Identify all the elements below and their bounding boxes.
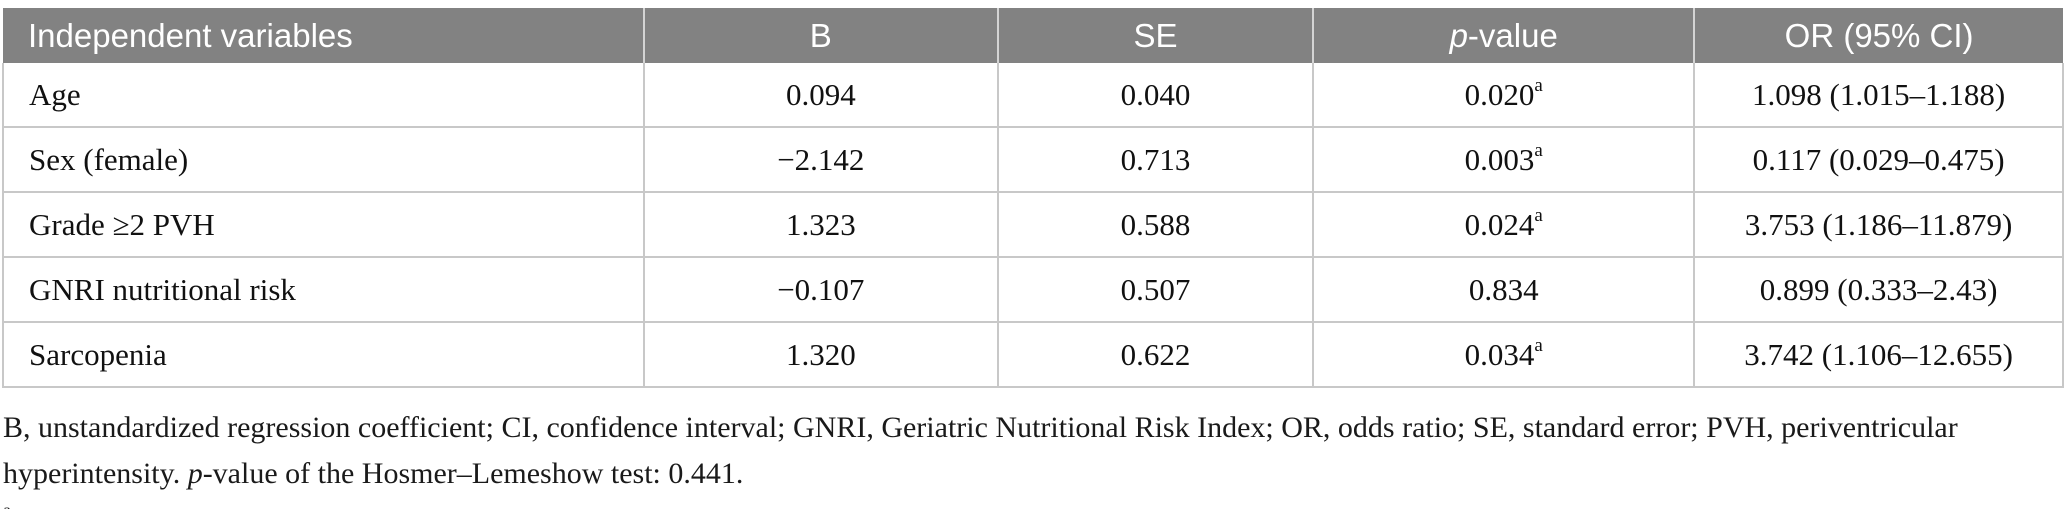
significance-threshold-text: < 0.05. — [26, 503, 118, 509]
hosmer-lemeshow-text: -value of the Hosmer–Lemeshow test: 0.44… — [202, 457, 744, 490]
cell-or-ci: 0.117 (0.029–0.475) — [1693, 127, 2064, 193]
cell-se: 0.507 — [996, 257, 1315, 323]
header-p-italic: p — [1449, 16, 1468, 54]
header-or-ci: OR (95% CI) — [1693, 8, 2063, 63]
header-p-value: p-value — [1312, 8, 1695, 63]
significance-superscript: a — [1534, 334, 1543, 356]
footnote-abbreviations: B, unstandardized regression coefficient… — [3, 405, 2061, 497]
cell-variable: Sex (female) — [2, 127, 645, 193]
cell-variable: Age — [2, 63, 645, 128]
cell-se: 0.713 — [996, 127, 1315, 193]
table-footnotes: B, unstandardized regression coefficient… — [3, 405, 2061, 509]
cell-p-value: 0.020a — [1312, 63, 1696, 128]
cell-se: 0.588 — [996, 192, 1315, 258]
cell-variable: Sarcopenia — [2, 322, 645, 388]
table-row: Age 0.094 0.040 0.020a 1.098 (1.015–1.18… — [2, 63, 2064, 128]
cell-variable: Grade ≥2 PVH — [2, 192, 645, 258]
cell-se: 0.622 — [996, 322, 1315, 388]
cell-b: −2.142 — [642, 127, 999, 193]
cell-b: 0.094 — [642, 63, 999, 128]
cell-p-value: 0.834 — [1312, 257, 1696, 323]
table-row: Grade ≥2 PVH 1.323 0.588 0.024a 3.753 (1… — [2, 192, 2064, 258]
p-value-text: 0.003 — [1464, 141, 1535, 177]
header-b: B — [642, 8, 998, 63]
table-row: GNRI nutritional risk −0.107 0.507 0.834… — [2, 257, 2064, 323]
cell-or-ci: 3.753 (1.186–11.879) — [1693, 192, 2064, 258]
header-se: SE — [996, 8, 1314, 63]
cell-or-ci: 0.899 (0.333–2.43) — [1693, 257, 2064, 323]
regression-results-table: Independent variables B SE p-value OR (9… — [2, 8, 2064, 388]
cell-or-ci: 3.742 (1.106–12.655) — [1693, 322, 2064, 388]
cell-p-value: 0.024a — [1312, 192, 1696, 258]
table-header-row: Independent variables B SE p-value OR (9… — [3, 8, 2063, 63]
cell-b: 1.323 — [642, 192, 999, 258]
significance-superscript: a — [1534, 139, 1543, 161]
footnote-significance: ap < 0.05. — [3, 497, 2061, 509]
table-row: Sex (female) −2.142 0.713 0.003a 0.117 (… — [2, 127, 2064, 193]
cell-se: 0.040 — [996, 63, 1315, 128]
p-value-text: 0.034 — [1464, 336, 1535, 372]
cell-p-value: 0.034a — [1312, 322, 1696, 388]
p-value-text: 0.024 — [1464, 206, 1535, 242]
significance-superscript: a — [1534, 204, 1543, 226]
cell-variable: GNRI nutritional risk — [2, 257, 645, 323]
cell-or-ci: 1.098 (1.015–1.188) — [1693, 63, 2064, 128]
header-p-rest: -value — [1467, 16, 1558, 54]
significance-superscript: a — [1534, 74, 1543, 96]
p-italic: p — [187, 457, 203, 490]
p-value-text: 0.834 — [1468, 271, 1539, 307]
cell-b: −0.107 — [642, 257, 999, 323]
cell-b: 1.320 — [642, 322, 999, 388]
header-independent-variables: Independent variables — [3, 8, 644, 63]
cell-p-value: 0.003a — [1312, 127, 1696, 193]
significance-superscript: a — [3, 500, 11, 509]
p-italic: p — [11, 503, 26, 509]
table-row: Sarcopenia 1.320 0.622 0.034a 3.742 (1.1… — [2, 322, 2064, 388]
abbreviations-text: B, unstandardized regression coefficient… — [3, 411, 1958, 490]
p-value-text: 0.020 — [1464, 76, 1535, 112]
